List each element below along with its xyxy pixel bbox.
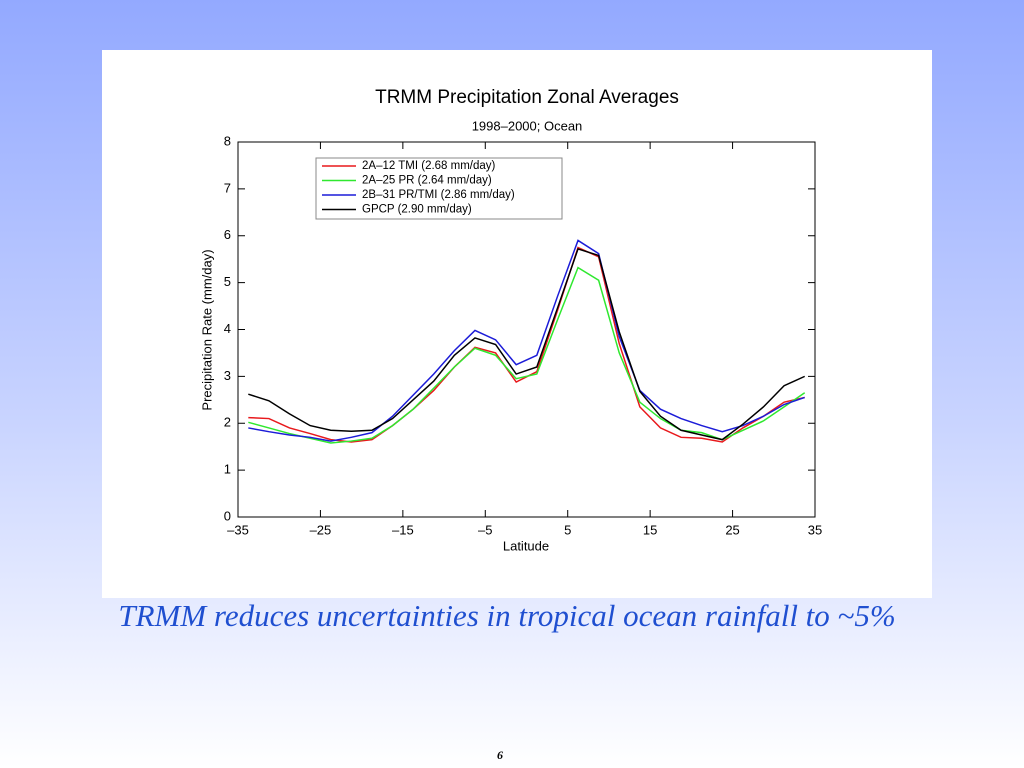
x-tick-label: 25 — [725, 522, 739, 537]
legend-label: 2B–31 PR/TMI (2.86 mm/day) — [362, 189, 515, 201]
series-line — [248, 247, 806, 441]
x-tick-label: 5 — [564, 522, 571, 537]
chart-panel: TRMM Precipitation Zonal Averages 1998–2… — [102, 50, 932, 598]
x-tick-label: –5 — [478, 522, 492, 537]
x-tick-label: –15 — [392, 522, 414, 537]
x-tick-label: –25 — [310, 522, 332, 537]
series-line — [248, 239, 805, 442]
x-tick-label: 35 — [808, 522, 822, 537]
y-tick-label: 5 — [224, 274, 231, 289]
y-tick-label: 4 — [224, 321, 231, 336]
chart-title: TRMM Precipitation Zonal Averages — [375, 87, 679, 108]
y-tick-label: 0 — [224, 508, 231, 523]
x-axis-label: Latitude — [503, 538, 549, 553]
chart: TRMM Precipitation Zonal Averages 1998–2… — [199, 87, 822, 553]
y-tick-label: 3 — [224, 368, 231, 383]
x-tick-label: –35 — [227, 522, 249, 537]
legend-label: 2A–25 PR (2.64 mm/day) — [362, 175, 492, 187]
legend-label: 2A–12 TMI (2.68 mm/day) — [362, 160, 496, 172]
y-tick-label: 7 — [224, 180, 231, 195]
series-line — [248, 266, 806, 444]
caption: TRMM reduces uncertainties in tropical o… — [118, 598, 896, 633]
page-number: 6 — [497, 748, 503, 762]
y-tick-label: 1 — [224, 462, 231, 477]
legend-box — [315, 157, 563, 220]
chart-subtitle: 1998–2000; Ocean — [472, 118, 583, 133]
y-tick-label: 8 — [224, 133, 231, 148]
x-tick-label: 15 — [643, 522, 657, 537]
y-axis-label: Precipitation Rate (mm/day) — [199, 249, 214, 410]
legend-label: GPCP (2.90 mm/day) — [362, 204, 472, 216]
series-line — [248, 246, 805, 443]
y-tick-label: 6 — [224, 227, 231, 242]
y-tick-label: 2 — [224, 415, 231, 430]
